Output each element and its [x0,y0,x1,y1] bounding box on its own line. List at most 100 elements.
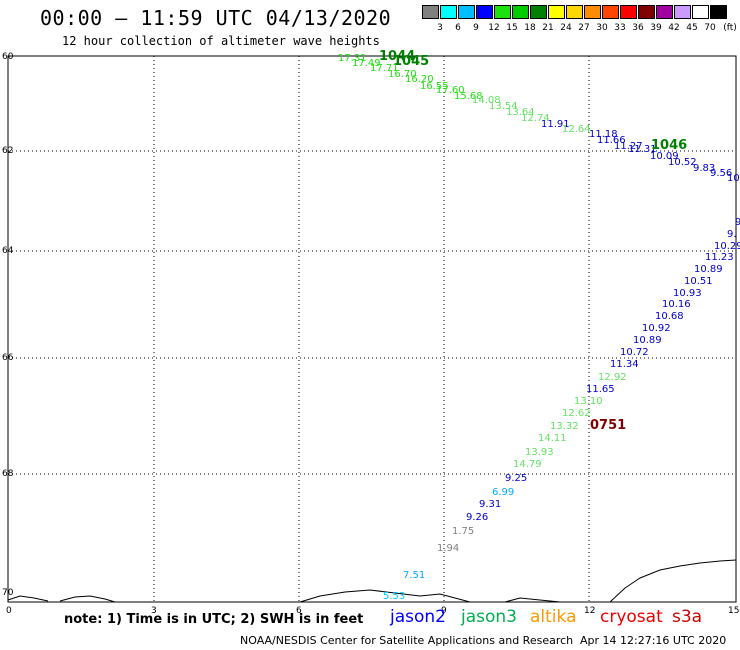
wave-height-label: 10.51 [684,276,713,287]
color-scale-legend: 3 6 9 12 15 18 21 24 27 30 33 36 39 42 45 70 (ft) [422,5,740,33]
wave-height-label: 13.93 [525,447,554,458]
lat-label-60: 60 [2,52,14,62]
wave-height-label: 9.25 [505,473,527,484]
wave-height-label: 1.75 [452,526,474,537]
wave-height-label: 11.23 [705,252,734,263]
wave-height-label: 10.52 [668,157,697,168]
lat-label-64: 64 [2,246,14,256]
scale-swatch [602,5,619,19]
legend-altika: altika [530,607,577,627]
wave-height-label: 5.53 [383,591,405,602]
wave-height-label: 14.79 [513,459,542,470]
wave-height-label: 15.68 [454,91,483,102]
wave-height-label: 9.56 [710,168,732,179]
scale-tick-label: 45 [686,23,698,33]
wave-height-label: 9.26 [466,512,488,523]
scale-swatch [422,5,439,19]
legend-jason2: jason2 [390,607,446,627]
lon-label-12: 12 [584,606,596,616]
wave-height-label: 9. [735,217,740,228]
wave-height-label: 9.31 [479,499,501,510]
wave-height-label: 13.32 [550,421,579,432]
scale-tick-label: 42 [668,23,680,33]
scale-tick-label: 30 [596,23,608,33]
wave-height-label: 17.49 [352,58,381,69]
scale-swatch [476,5,493,19]
wave-height-label: 1045 [393,54,429,69]
wave-height-label: 10.72 [620,347,649,358]
wave-height-label: 11.34 [610,359,639,370]
scale-tick-label: 21 [542,23,554,33]
lon-label-0: 0 [6,606,12,616]
scale-swatch [638,5,655,19]
wave-height-label: 11.91 [541,119,570,130]
wave-height-label: 12.92 [598,372,627,383]
wave-height-label: 14.08 [472,95,501,106]
wave-height-label: 7.51 [403,570,425,581]
map-border [7,55,737,603]
scale-swatch [494,5,511,19]
wave-height-label: 0751 [590,418,626,433]
scale-tick-label: 24 [560,23,572,33]
wave-height-label: 10.89 [633,335,662,346]
wave-height-label: 9. [727,229,737,240]
coastline [7,559,737,603]
units-note: note: 1) Time is in UTC; 2) SWH is in fe… [64,612,364,627]
wave-height-label: 1044 [379,49,415,64]
scale-unit-label: (ft) [723,23,737,33]
scale-swatch [512,5,529,19]
lon-label-9: 9 [441,606,447,616]
lat-label-68: 68 [2,469,14,479]
wave-height-label: 1.94 [437,543,459,554]
wave-height-label: 11.27 [614,141,643,152]
scale-tick-label: 9 [473,23,479,33]
wave-height-label: 12.64 [562,124,591,135]
scale-tick-label: 3 [437,23,443,33]
wave-height-label: 10. [727,173,740,184]
scale-swatch [530,5,547,19]
scale-swatch [656,5,673,19]
wave-height-label: 10.29 [714,241,740,252]
page-title: 00:00 – 11:59 UTC 04/13/2020 [40,6,392,30]
wave-height-label: 16.70 [388,69,417,80]
scale-swatch [674,5,691,19]
scale-swatch [620,5,637,19]
scale-tick-label: 39 [650,23,662,33]
wave-height-label: 13.10 [574,396,603,407]
wave-height-label: 10.92 [642,323,671,334]
legend-s3a: s3a [672,607,703,627]
wave-height-label: 16.55 [420,81,449,92]
scale-swatch [458,5,475,19]
wave-height-label: 11.65 [586,384,615,395]
scale-tick-label: 15 [506,23,518,33]
lat-label-62: 62 [2,146,14,156]
scale-tick-label: 27 [578,23,590,33]
legend-cryosat: cryosat [600,607,663,627]
wave-height-label: 10.89 [694,264,723,275]
wave-height-label: 1046 [651,138,687,153]
scale-swatch [710,5,727,19]
wave-height-label: 10.09 [650,151,679,162]
page-subtitle: 12 hour collection of altimeter wave hei… [62,34,380,48]
lat-label-70: 70 [2,588,14,598]
scale-tick-label: 6 [455,23,461,33]
graticule [8,56,736,602]
wave-height-label: 14.11 [538,433,567,444]
scale-swatch [566,5,583,19]
lon-label-15: 15 [728,606,740,616]
lat-label-66: 66 [2,353,14,363]
scale-swatch [692,5,709,19]
legend-jason3: jason3 [461,607,517,627]
wave-height-label: 13.54 [489,101,518,112]
wave-height-label: 10.68 [655,311,684,322]
wave-height-label: 16.20 [405,74,434,85]
wave-height-label: 12.74 [521,113,550,124]
wave-height-label: 12.62 [562,408,591,419]
wave-height-label: 11.18 [589,129,618,140]
scale-tick-label: 33 [614,23,626,33]
scale-swatch [440,5,457,19]
scale-tick-label: 18 [524,23,536,33]
scale-tick-label: 12 [488,23,500,33]
